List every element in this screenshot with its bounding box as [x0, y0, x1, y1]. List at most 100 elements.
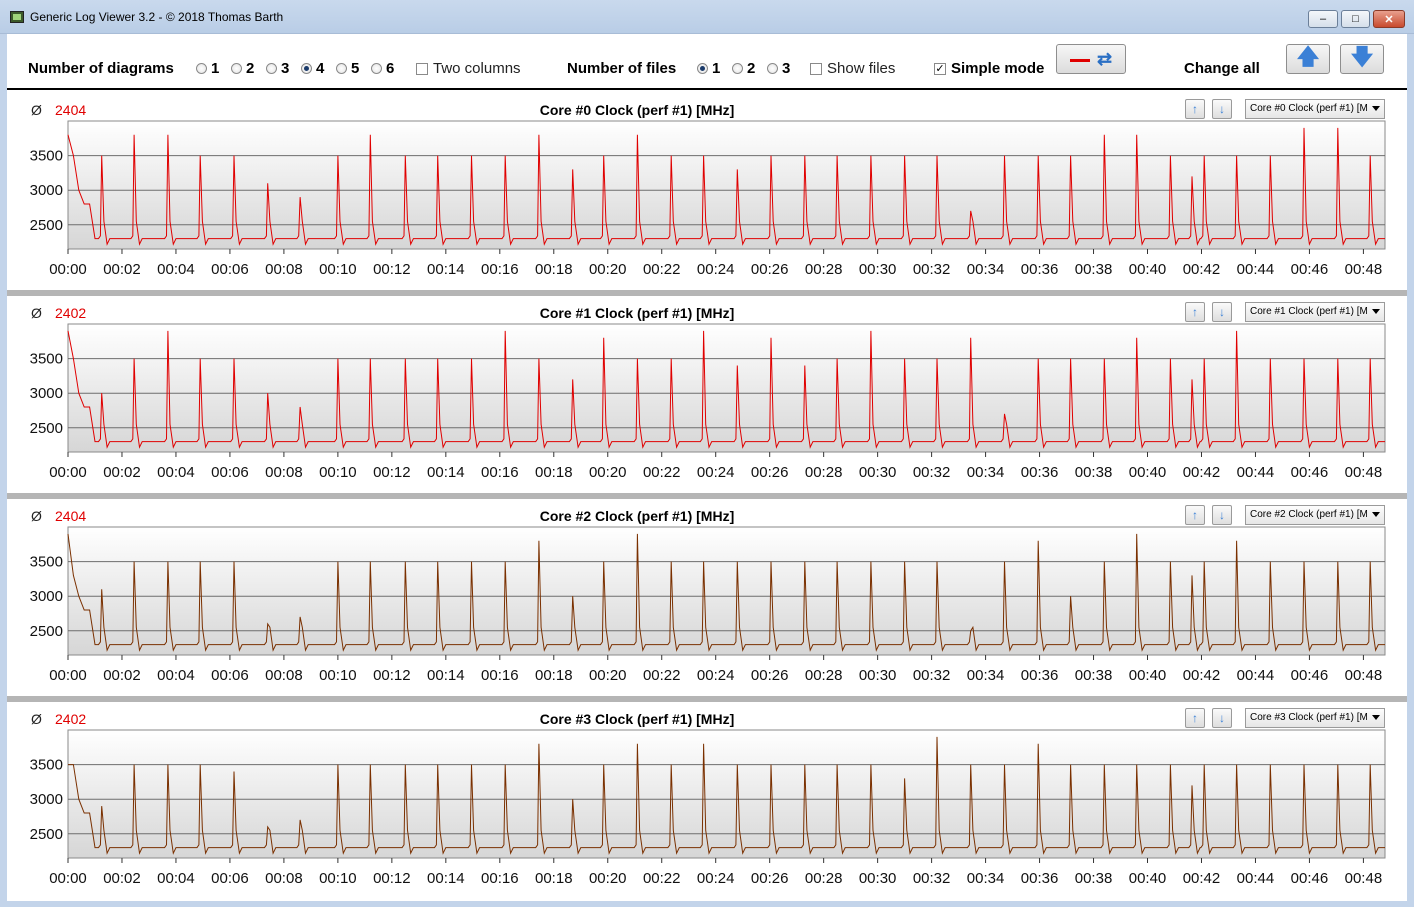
x-tick-label: 00:40	[1129, 261, 1167, 278]
maximize-icon: □	[1352, 13, 1359, 25]
x-tick-label: 00:12	[373, 261, 411, 278]
panel-separator[interactable]	[7, 696, 1407, 702]
x-tick-label: 00:36	[1021, 870, 1059, 887]
diagrams-option-label: 4	[316, 60, 325, 77]
x-tick-label: 00:26	[751, 667, 789, 684]
x-tick-label: 00:46	[1291, 464, 1329, 481]
diagrams-radio-1[interactable]: 1	[196, 61, 219, 76]
two-columns-checkbox[interactable]: Two columns	[416, 61, 521, 76]
x-tick-label: 00:20	[589, 667, 627, 684]
x-tick-label: 00:14	[427, 667, 465, 684]
close-button[interactable]: ✕	[1373, 10, 1405, 28]
x-tick-label: 00:22	[643, 667, 681, 684]
y-tick-label: 3000	[30, 385, 63, 402]
x-tick-label: 00:48	[1345, 261, 1383, 278]
simple-mode-checkbox[interactable]: ✓ Simple mode	[934, 60, 1045, 77]
arrow-down-icon: 🡇	[1350, 44, 1374, 69]
show-files-checkbox[interactable]: Show files	[810, 61, 895, 76]
diagrams-radio-2[interactable]: 2	[231, 61, 254, 76]
diagrams-option-label: 6	[386, 60, 395, 77]
radio-icon	[371, 63, 382, 74]
change-all-down-button[interactable]: 🡇	[1340, 44, 1384, 74]
diagrams-radio-6[interactable]: 6	[371, 61, 394, 76]
change-all-label: Change all	[1184, 60, 1260, 77]
chart-1[interactable]: 2500 3000 3500 00:00 00:02 00:04 00:06 00:08 00:…	[7, 322, 1407, 493]
x-tick-label: 00:44	[1237, 870, 1275, 887]
x-tick-label: 00:44	[1237, 261, 1275, 278]
y-tick-label: 3000	[30, 182, 63, 199]
series-line	[67, 533, 1385, 652]
files-radio-1[interactable]: 1	[697, 61, 720, 76]
x-tick-label: 00:44	[1237, 464, 1275, 481]
series-select[interactable]: Core #0 Clock (perf #1) [M	[1245, 99, 1385, 119]
diagram-title: Core #3 Clock (perf #1) [MHz]	[539, 711, 735, 727]
x-tick-label: 00:28	[805, 667, 843, 684]
x-tick-label: 00:04	[157, 464, 195, 481]
diagram-up-button[interactable]: ↑	[1185, 99, 1205, 119]
series-select[interactable]: Core #1 Clock (perf #1) [M	[1245, 302, 1385, 322]
diagram-down-button[interactable]: ↓	[1212, 99, 1232, 119]
x-tick-label: 00:10	[319, 464, 357, 481]
plot-area	[67, 120, 1386, 250]
files-radio-2[interactable]: 2	[732, 61, 755, 76]
average-symbol: Ø	[31, 102, 42, 118]
diagrams-radio-3[interactable]: 3	[266, 61, 289, 76]
panel-separator[interactable]	[7, 493, 1407, 499]
radio-icon	[196, 63, 207, 74]
x-tick-label: 00:18	[535, 667, 573, 684]
arrow-down-icon: ↓	[1219, 508, 1225, 522]
series-select[interactable]: Core #3 Clock (perf #1) [M	[1245, 708, 1385, 728]
x-tick-label: 00:30	[859, 667, 897, 684]
x-tick-label: 00:32	[913, 667, 951, 684]
y-tick-label: 2500	[30, 217, 63, 234]
x-tick-label: 00:16	[481, 870, 519, 887]
radio-icon	[231, 63, 242, 74]
diagram-up-button[interactable]: ↑	[1185, 302, 1205, 322]
diagram-up-button[interactable]: ↑	[1185, 708, 1205, 728]
x-tick-label: 00:02	[103, 870, 141, 887]
series-select[interactable]: Core #2 Clock (perf #1) [M	[1245, 505, 1385, 525]
chart-0[interactable]: 2500 3000 3500 00:00 00:02 00:04 00:06 00:08 00:…	[7, 119, 1407, 290]
diagram-down-button[interactable]: ↓	[1212, 708, 1232, 728]
x-tick-label: 00:14	[427, 870, 465, 887]
maximize-button[interactable]: □	[1341, 10, 1370, 28]
x-tick-label: 00:46	[1291, 667, 1329, 684]
plot-area	[67, 526, 1386, 656]
plot-area	[67, 323, 1386, 453]
x-tick-label: 00:38	[1075, 261, 1113, 278]
x-tick-label: 00:40	[1129, 464, 1167, 481]
x-tick-label: 00:40	[1129, 667, 1167, 684]
files-option-label: 2	[747, 60, 756, 77]
x-tick-label: 00:38	[1075, 870, 1113, 887]
x-tick-label: 00:42	[1183, 261, 1221, 278]
diagram-down-button[interactable]: ↓	[1212, 302, 1232, 322]
diagrams-radio-4[interactable]: 4	[301, 61, 324, 76]
window-frame-left	[0, 34, 7, 907]
x-tick-label: 00:24	[697, 667, 735, 684]
diagram-down-button[interactable]: ↓	[1212, 505, 1232, 525]
diagrams-radio-5[interactable]: 5	[336, 61, 359, 76]
y-tick-label: 2500	[30, 623, 63, 640]
radio-icon	[697, 63, 708, 74]
chart-3[interactable]: 2500 3000 3500 00:00 00:02 00:04 00:06 00:08 00:…	[7, 728, 1407, 899]
diagram-panel-1: Ø 2402 Core #1 Clock (perf #1) [MHz] ↑ ↓…	[7, 296, 1407, 493]
diagram-up-button[interactable]: ↑	[1185, 505, 1205, 525]
files-radio-3[interactable]: 3	[767, 61, 790, 76]
x-tick-label: 00:18	[535, 261, 573, 278]
panel-separator[interactable]	[7, 290, 1407, 296]
x-tick-label: 00:40	[1129, 870, 1167, 887]
line-color-swap-button[interactable]: ⇄	[1056, 44, 1126, 74]
chart-2[interactable]: 2500 3000 3500 00:00 00:02 00:04 00:06 00:08 00:…	[7, 525, 1407, 696]
x-tick-label: 00:34	[967, 261, 1005, 278]
x-tick-label: 00:04	[157, 261, 195, 278]
minimize-button[interactable]: –	[1308, 10, 1338, 28]
average-value: 2404	[55, 508, 87, 524]
diagram-panel-0: Ø 2404 Core #0 Clock (perf #1) [MHz] ↑ ↓…	[7, 93, 1407, 290]
y-tick-label: 3500	[30, 757, 63, 774]
minimize-icon: –	[1319, 13, 1327, 25]
x-tick-label: 00:48	[1345, 464, 1383, 481]
change-all-up-button[interactable]: 🡅	[1286, 44, 1330, 74]
chevron-down-icon	[1372, 512, 1380, 517]
x-tick-label: 00:14	[427, 464, 465, 481]
diagram-title: Core #2 Clock (perf #1) [MHz]	[539, 508, 735, 524]
